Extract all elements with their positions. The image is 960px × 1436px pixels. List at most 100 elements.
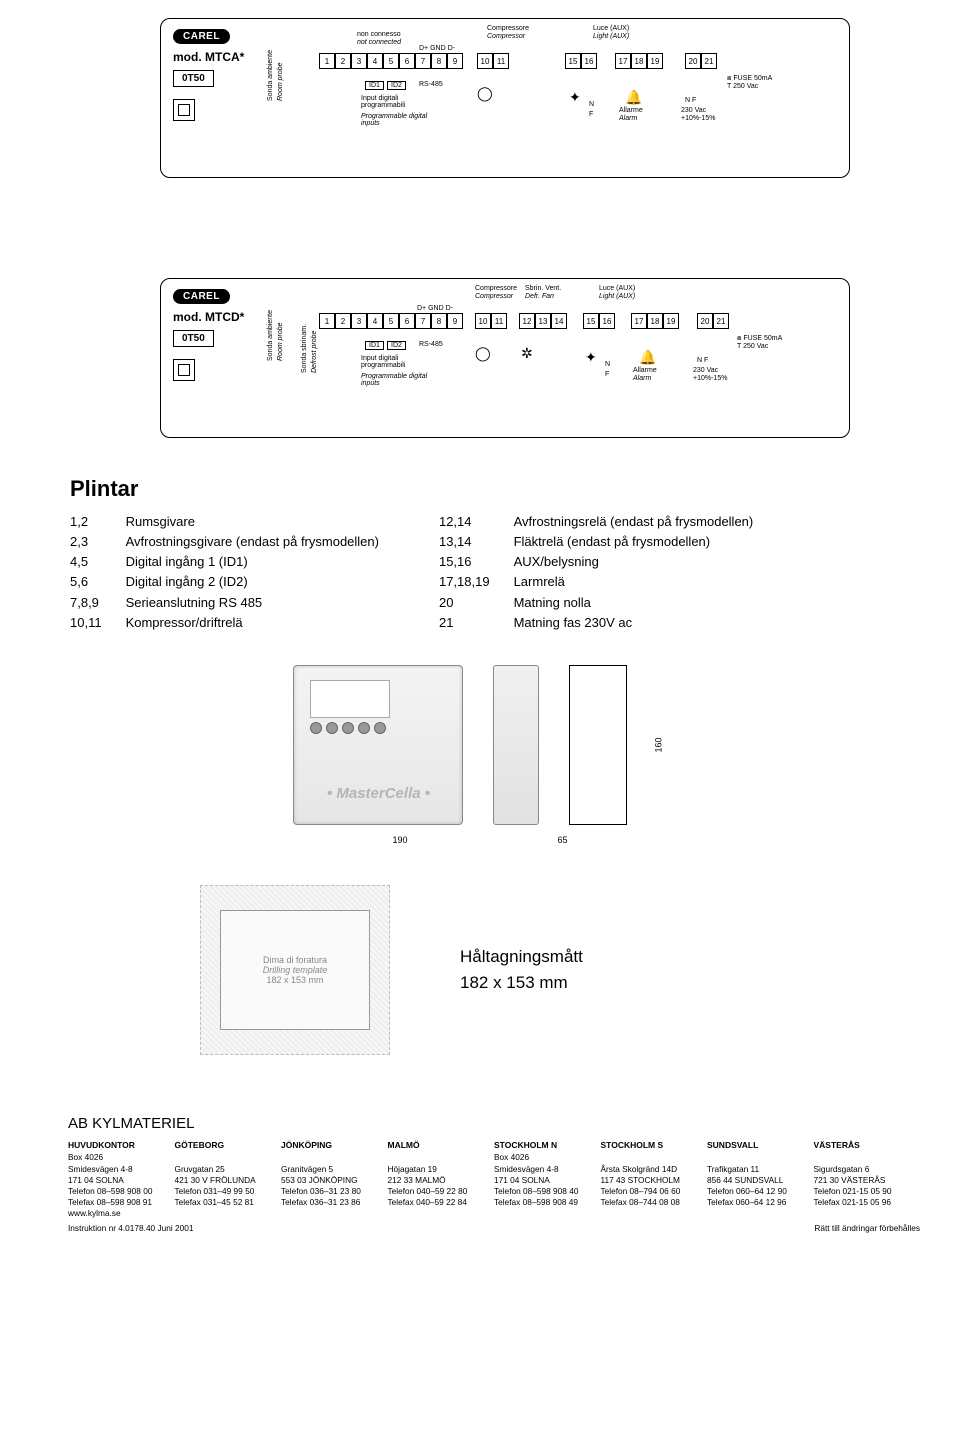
terminal-7: 7 (415, 53, 431, 69)
office-line (281, 1208, 382, 1219)
terminal-11: 11 (493, 53, 509, 69)
office-column: JÖNKÖPING Granitvägen 5553 03 JÖNKÖPINGT… (281, 1140, 388, 1220)
terminal-10: 10 (477, 53, 493, 69)
office-line (388, 1208, 489, 1219)
plintar-row: 21Matning fas 230V ac (439, 613, 753, 633)
plintar-row: 12,14Avfrostningsrelä (endast på frysmod… (439, 512, 753, 532)
office-line: Telefax 08–598 908 91 (68, 1197, 169, 1208)
plintar-num: 1,2 (70, 512, 126, 532)
label-light: Light (AUX) (599, 293, 635, 300)
terminal-row-3: 1516 (565, 53, 597, 69)
drilling-template-image: Dima di foratura Drilling template 182 x… (200, 885, 390, 1055)
terminal-18: 18 (631, 53, 647, 69)
product-label: • MasterCella • (294, 785, 462, 802)
office-title: VÄSTERÅS (814, 1140, 915, 1151)
label-id2: ID2 (387, 341, 406, 350)
plintar-label: Avfrostningsgivare (endast på frysmodell… (126, 532, 379, 552)
plintar-row: 5,6Digital ingång 2 (ID2) (70, 572, 379, 592)
terminal-9: 9 (447, 53, 463, 69)
plintar-num: 2,3 (70, 532, 126, 552)
label-luce: Luce (AUX) (599, 285, 635, 292)
label-light: Light (AUX) (593, 33, 629, 40)
fan-icon: ✲ (521, 345, 533, 362)
plintar-label: Fläktrelä (endast på frysmodellen) (514, 532, 754, 552)
plintar-num: 20 (439, 593, 514, 613)
wiring-area: Sonda ambiente Room probe ID1 ID2 RS-485… (269, 71, 841, 169)
terminal-21: 21 (713, 313, 729, 329)
office-line: Höjagatan 19 (388, 1164, 489, 1175)
office-column: STOCKHOLM S Årsta Skolgränd 14D117 43 ST… (601, 1140, 708, 1220)
alarm-icon: 🔔 (625, 89, 642, 106)
mount-icon (173, 99, 195, 121)
office-line: 171 04 SOLNA (494, 1175, 595, 1186)
mount-icon (173, 359, 195, 381)
terminal-row-1: 123456789 (319, 313, 463, 329)
office-line: Telefon 036–31 23 80 (281, 1186, 382, 1197)
office-title: GÖTEBORG (175, 1140, 276, 1151)
terminal-21: 21 (701, 53, 717, 69)
plintar-label: Avfrostningsrelä (endast på frysmodellen… (514, 512, 754, 532)
label-tol: +10%-15% (681, 115, 715, 122)
label-n: N (605, 361, 610, 368)
label-vac: 230 Vac (681, 107, 706, 114)
office-line: Årsta Skolgränd 14D (601, 1164, 702, 1175)
label-fuse: ⧈ FUSE 50mA T 250 Vac (727, 75, 777, 90)
office-line: Telefon 060–64 12 90 (707, 1186, 808, 1197)
terminal-row-5: 2021 (685, 53, 717, 69)
plintar-row: 2,3Avfrostningsgivare (endast på frysmod… (70, 532, 379, 552)
office-line (601, 1152, 702, 1163)
wiring-diagram-mtca: CAREL mod. MTCA* 0T50 non connesso not c… (160, 18, 850, 178)
label-rs485: RS-485 (419, 81, 443, 88)
label-tol: +10%-15% (693, 375, 727, 382)
office-column: VÄSTERÅS Sigurdsgatan 6721 30 VÄSTERÅSTe… (814, 1140, 921, 1220)
office-line (601, 1208, 702, 1219)
product-image-row: • MasterCella • 160 (0, 665, 960, 825)
office-line: Trafikgatan 11 (707, 1164, 808, 1175)
plintar-num: 4,5 (70, 552, 126, 572)
brand-badge: CAREL (173, 289, 230, 304)
office-line (494, 1208, 595, 1219)
label-f: F (605, 371, 609, 378)
plintar-label: AUX/belysning (514, 552, 754, 572)
terminal-8: 8 (431, 313, 447, 329)
product-front-view: • MasterCella • (293, 665, 463, 825)
office-line: Box 4026 (494, 1152, 595, 1163)
terminal-row-5: 2021 (697, 313, 729, 329)
terminal-3: 3 (351, 53, 367, 69)
terminal-9: 9 (447, 313, 463, 329)
terminal-4: 4 (367, 313, 383, 329)
plintar-num: 21 (439, 613, 514, 633)
terminal-20: 20 (685, 53, 701, 69)
terminal-13: 13 (535, 313, 551, 329)
office-line: Smidesvägen 4-8 (68, 1164, 169, 1175)
label-nf: N F (697, 357, 708, 364)
drill-title: Håltagningsmått (460, 944, 583, 970)
office-line (388, 1152, 489, 1163)
plintar-label: Larmrelä (514, 572, 754, 592)
office-title: HUVUDKONTOR (68, 1140, 169, 1151)
dim-height: 160 (654, 737, 664, 752)
terminal-5: 5 (383, 313, 399, 329)
plintar-row: 17,18,19Larmrelä (439, 572, 753, 592)
lcd-icon (310, 680, 390, 718)
label-id2: ID2 (387, 81, 406, 90)
drill-inner-it: Dima di foratura (263, 955, 327, 965)
product-side-view (493, 665, 539, 825)
label-compressor: Compressor (487, 33, 525, 40)
diagram-left-panel: CAREL mod. MTCD* 0T50 (169, 287, 261, 429)
label-compressore: Compressore (487, 25, 529, 32)
terminal-row-3: 1516 (583, 313, 615, 329)
office-line: Telefax 021-15 05 96 (814, 1197, 915, 1208)
label-input-it: Input digitali programmabili (361, 355, 431, 369)
office-line: Telefax 031–45 52 81 (175, 1197, 276, 1208)
office-column: MALMÖ Höjagatan 19212 33 MALMÖTelefon 04… (388, 1140, 495, 1220)
office-line: Sigurdsgatan 6 (814, 1164, 915, 1175)
office-line (281, 1152, 382, 1163)
code-box: 0T50 (173, 330, 214, 347)
office-column: SUNDSVALL Trafikgatan 11856 44 SUNDSVALL… (707, 1140, 814, 1220)
plintar-row: 13,14Fläktrelä (endast på frysmodellen) (439, 532, 753, 552)
label-f: F (589, 111, 593, 118)
model-label: mod. MTCA* (173, 50, 244, 64)
plintar-row: 20Matning nolla (439, 593, 753, 613)
terminal-10: 10 (475, 313, 491, 329)
